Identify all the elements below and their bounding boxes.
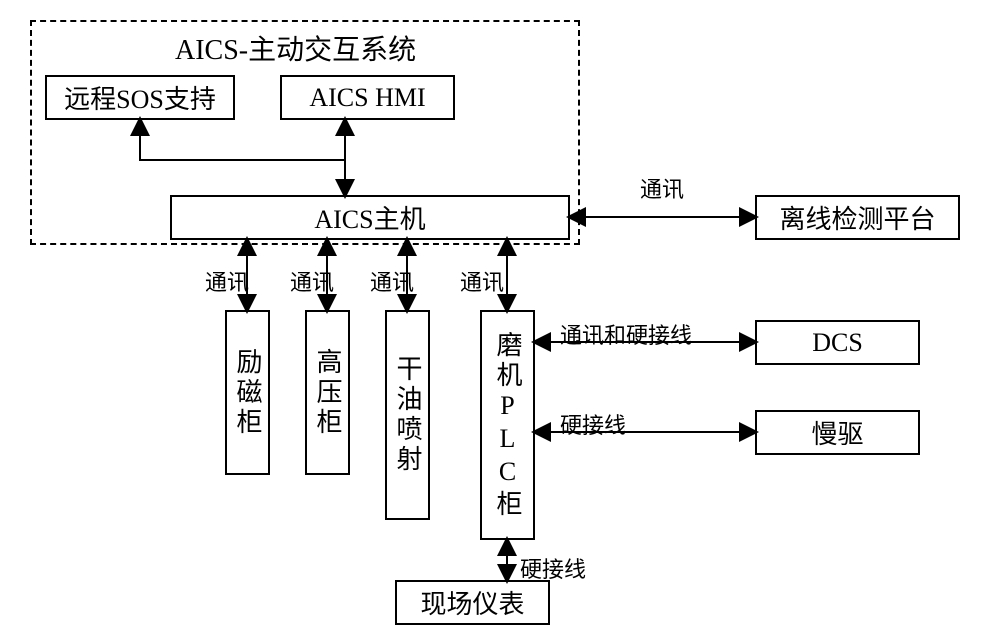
node-label: 离线检测平台 (779, 199, 935, 236)
node-label: DCS (812, 328, 863, 358)
node-label: 远程SOS支持 (64, 79, 216, 116)
node-mill-plc-cabinet: 磨机PLC柜 (480, 310, 535, 540)
node-label: AICS HMI (309, 83, 425, 113)
node-label: 高压柜 (309, 348, 346, 438)
node-label: 慢驱 (811, 414, 863, 451)
node-dcs: DCS (755, 320, 920, 365)
node-field-instrument: 现场仪表 (395, 580, 550, 625)
node-label: 磨机PLC柜 (489, 331, 526, 520)
node-remote-sos: 远程SOS支持 (45, 75, 235, 120)
edge-label-host-dry: 通讯 (370, 265, 414, 297)
edge-label-host-hv: 通讯 (290, 265, 334, 297)
node-label: 励磁柜 (229, 348, 266, 438)
edge-label-host-offline: 通讯 (640, 172, 684, 204)
node-label: AICS主机 (314, 199, 425, 236)
node-aics-hmi: AICS HMI (280, 75, 455, 120)
edge-label-mill-field: 硬接线 (520, 552, 586, 584)
node-aics-host: AICS主机 (170, 195, 570, 240)
node-label: 现场仪表 (420, 584, 524, 621)
container-title: AICS-主动交互系统 (175, 28, 416, 68)
edge-label-host-excite: 通讯 (205, 265, 249, 297)
edge-label-host-mill: 通讯 (460, 265, 504, 297)
node-dry-oil-spray: 干油喷射 (385, 310, 430, 520)
node-excitation-cabinet: 励磁柜 (225, 310, 270, 475)
edge-label-mill-dcs: 通讯和硬接线 (560, 318, 692, 350)
edge-label-mill-slow: 硬接线 (560, 408, 626, 440)
node-offline-platform: 离线检测平台 (755, 195, 960, 240)
node-hv-cabinet: 高压柜 (305, 310, 350, 475)
node-label: 干油喷射 (389, 355, 426, 475)
node-slow-drive: 慢驱 (755, 410, 920, 455)
